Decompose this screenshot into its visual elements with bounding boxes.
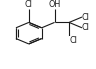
Text: Cl: Cl [69, 36, 77, 45]
Text: Cl: Cl [82, 23, 90, 32]
Text: Cl: Cl [25, 0, 33, 9]
Text: OH: OH [48, 0, 61, 9]
Text: Cl: Cl [82, 13, 90, 22]
